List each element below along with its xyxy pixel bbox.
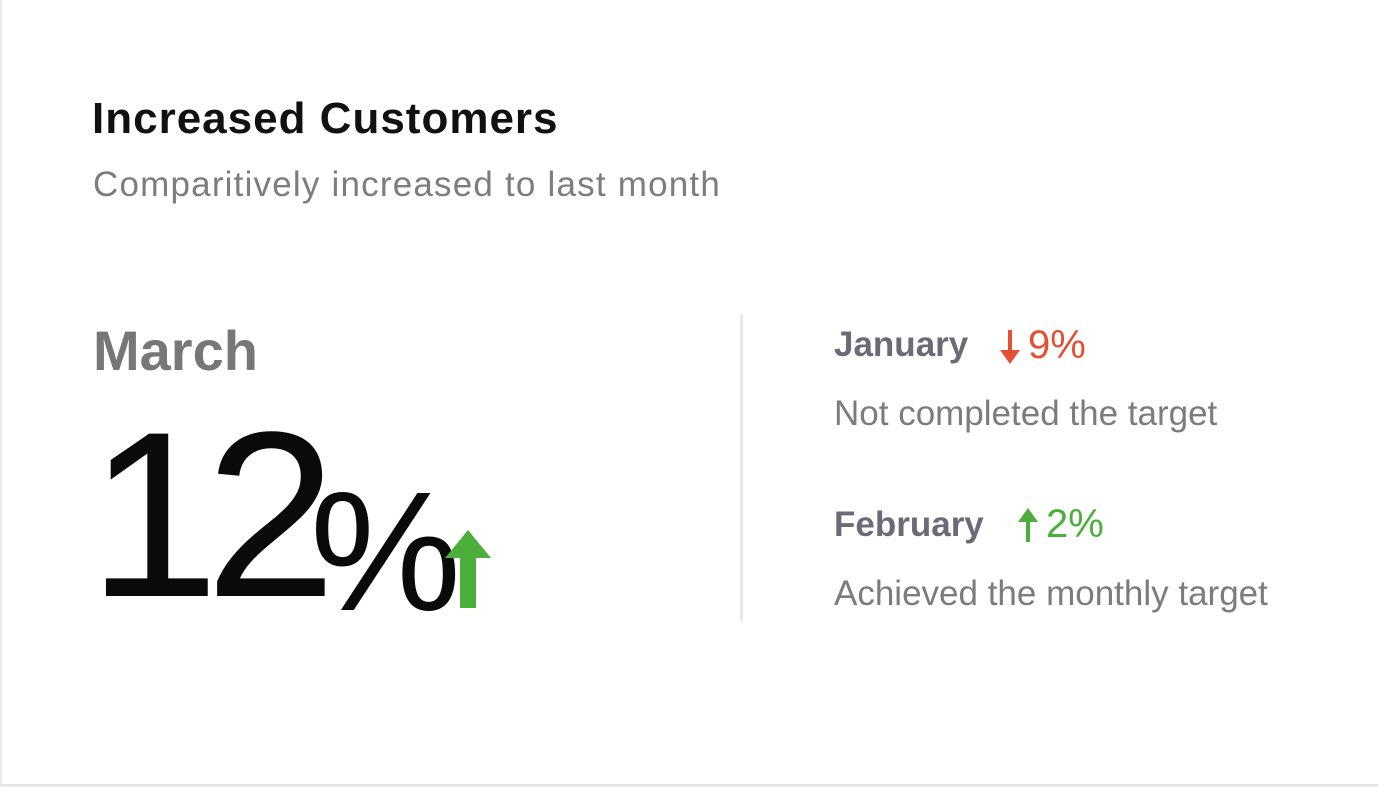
- arrow-up-icon: [1018, 508, 1038, 542]
- comparison-note-february: Achieved the monthly target: [834, 574, 1268, 613]
- comparison-note-january: Not completed the target: [834, 394, 1218, 433]
- card-title: Increased Customers: [92, 94, 559, 143]
- vertical-divider: [740, 314, 743, 621]
- comparison-month-january: January: [834, 325, 969, 364]
- arrow-down-icon: [1000, 330, 1020, 364]
- current-value: 12: [88, 383, 336, 647]
- card-subtitle: Comparitively increased to last month: [93, 165, 721, 204]
- arrow-up-icon: [445, 530, 491, 608]
- comparison-change-january: 9%: [1028, 323, 1086, 367]
- comparison-change-february: 2%: [1046, 502, 1104, 546]
- current-value-unit: %: [310, 457, 462, 647]
- comparison-month-february: February: [834, 505, 984, 544]
- current-month-label: March: [93, 319, 258, 382]
